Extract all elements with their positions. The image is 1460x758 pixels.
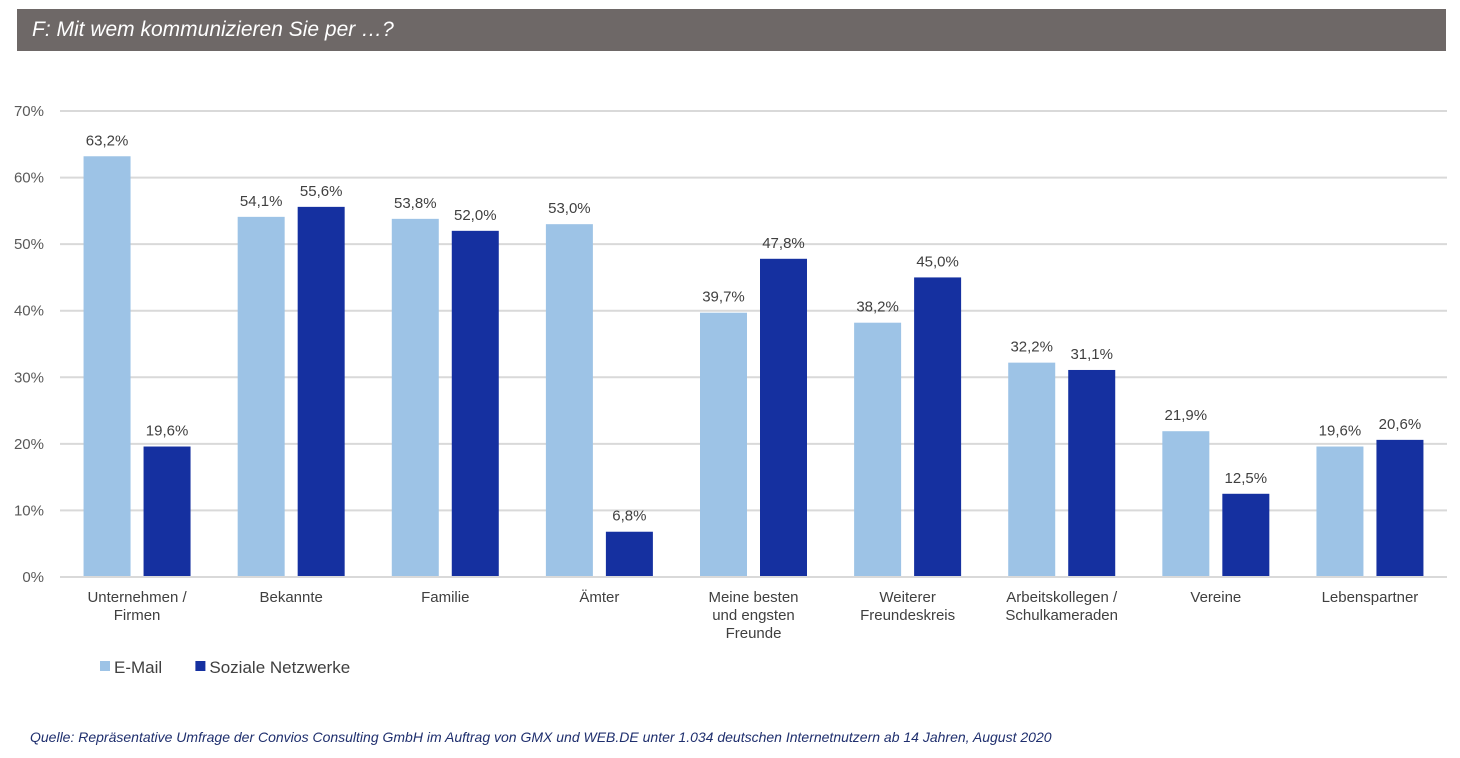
- x-tick-label-line: Lebenspartner: [1322, 589, 1419, 606]
- legend: E-Mail Soziale Netzwerke: [100, 658, 350, 677]
- data-label: 39,7%: [702, 289, 745, 306]
- x-tick-label-line: Firmen: [114, 607, 161, 624]
- bar: [1222, 493, 1270, 577]
- bar: [760, 258, 807, 577]
- y-tick-label: 70%: [14, 103, 44, 120]
- x-tick-label: Unternehmen / Firmen: [87, 589, 187, 624]
- bar: [391, 218, 439, 578]
- bar: [1008, 362, 1056, 577]
- x-tick-label-line: Unternehmen /: [87, 589, 187, 606]
- bar: [605, 531, 653, 577]
- data-label: 19,6%: [146, 423, 189, 440]
- x-tick-label-line: Freundeskreis: [860, 607, 955, 624]
- x-tick-label: Vereine: [1190, 589, 1241, 606]
- legend-swatch: [195, 661, 206, 671]
- y-tick-label: 30%: [14, 369, 44, 386]
- data-label: 53,0%: [548, 200, 591, 217]
- bar: [854, 322, 902, 577]
- x-tick-label: Ämter: [579, 589, 619, 606]
- bar: [297, 206, 345, 577]
- legend-swatch: [100, 661, 110, 671]
- bar: [1162, 431, 1210, 577]
- data-label: 52,0%: [454, 207, 497, 224]
- bar: [83, 156, 131, 578]
- title-bar: F: Mit wem kommunizieren Sie per …?: [17, 9, 1446, 51]
- x-tick-label-line: Arbeitskollegen /: [1006, 589, 1118, 606]
- y-tick-label: 0%: [22, 569, 44, 586]
- y-tick-label: 20%: [14, 436, 44, 453]
- bar: [143, 446, 191, 577]
- data-label: 38,2%: [856, 299, 899, 316]
- data-label: 19,6%: [1319, 423, 1362, 440]
- bars: [83, 156, 1424, 578]
- data-label: 54,1%: [240, 193, 283, 210]
- bar: [545, 224, 593, 577]
- x-tick-label-line: Ämter: [579, 589, 619, 606]
- y-tick-label: 50%: [14, 236, 44, 253]
- x-tick-label-line: Familie: [421, 589, 469, 606]
- bar: [1376, 439, 1424, 577]
- data-label: 31,1%: [1070, 346, 1113, 363]
- data-label: 12,5%: [1225, 470, 1268, 487]
- x-tick-label-line: Meine besten: [708, 589, 798, 606]
- data-label: 32,2%: [1010, 339, 1053, 356]
- x-tick-label-line: und engsten: [712, 607, 795, 624]
- x-tick-label: Meine besten und engsten Freunde: [708, 589, 798, 642]
- legend-label: Soziale Netzwerke: [209, 658, 350, 677]
- bar: [1316, 446, 1364, 577]
- bar: [914, 277, 962, 577]
- y-tick-label: 60%: [14, 170, 44, 187]
- x-tick-label-line: Schulkameraden: [1005, 607, 1118, 624]
- chart-title: F: Mit wem kommunizieren Sie per …?: [32, 18, 394, 41]
- y-tick-label: 10%: [14, 502, 44, 519]
- data-label: 6,8%: [612, 508, 646, 525]
- x-axis: Unternehmen / Firmen Bekannte Familie Ämter M…: [60, 576, 1447, 642]
- data-label: 63,2%: [86, 132, 129, 149]
- data-label: 55,6%: [300, 183, 343, 200]
- x-tick-label: Lebenspartner: [1322, 589, 1419, 606]
- x-tick-label-line: Vereine: [1190, 589, 1241, 606]
- data-labels: 63,2% 19,6% 54,1% 55,6% 53,8% 52,0% 53,0% 6,8% 3…: [86, 132, 1421, 524]
- y-tick-label: 40%: [14, 303, 44, 320]
- x-tick-label: Familie: [421, 589, 469, 606]
- bar: [700, 312, 747, 577]
- y-axis: 0% 10% 20% 30% 40% 50% 60% 70%: [14, 103, 44, 586]
- data-label: 45,0%: [916, 253, 959, 270]
- data-label: 21,9%: [1165, 407, 1208, 424]
- legend-label: E-Mail: [114, 658, 162, 677]
- x-tick-label: Bekannte: [259, 589, 322, 606]
- data-label: 53,8%: [394, 195, 437, 212]
- x-tick-label-line: Weiterer: [879, 589, 935, 606]
- x-tick-label: Arbeitskollegen / Schulkameraden: [1005, 589, 1118, 624]
- bar: [237, 216, 285, 577]
- x-tick-label-line: Bekannte: [259, 589, 322, 606]
- bar: [451, 230, 499, 578]
- data-label: 20,6%: [1379, 416, 1422, 433]
- x-tick-label-line: Freunde: [726, 625, 782, 642]
- x-tick-label: Weiterer Freundeskreis: [860, 589, 955, 624]
- bar: [1068, 369, 1116, 577]
- source-note: Quelle: Repräsentative Umfrage der Convi…: [30, 729, 1052, 745]
- bar-chart: 0% 10% 20% 30% 40% 50% 60% 70% 63,2% 19,6% 54,1% 5…: [14, 103, 1447, 677]
- data-label: 47,8%: [762, 235, 805, 252]
